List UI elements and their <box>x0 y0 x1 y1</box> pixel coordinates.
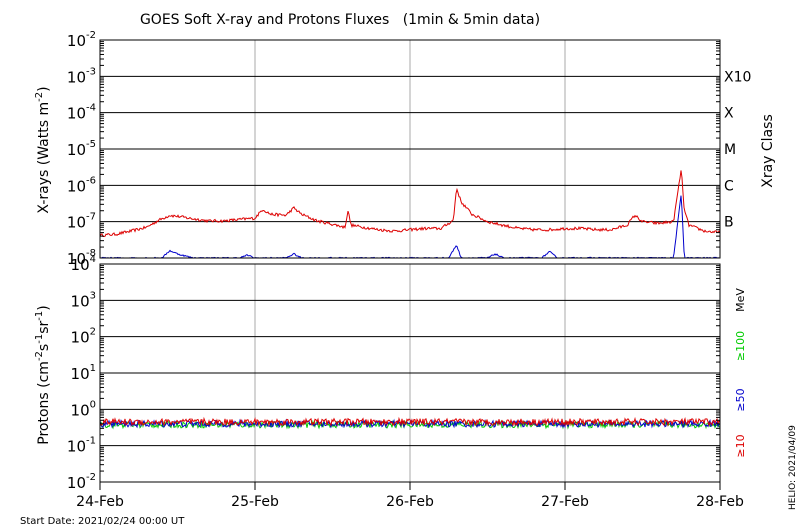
y-tick-label: 10-7 <box>67 212 96 232</box>
y-tick-label: 10-1 <box>67 436 96 456</box>
credit-label: HELIO: 2021/04/09 <box>788 425 798 510</box>
y-tick-label: 10-3 <box>67 66 96 86</box>
y-tick-label: 10-2 <box>67 30 96 50</box>
y-tick-label: 100 <box>71 399 96 419</box>
x-tick-label: 25-Feb <box>231 494 279 510</box>
y-tick-label: 10-4 <box>67 103 96 123</box>
protons-series <box>99 372 721 430</box>
x-tick-label: 26-Feb <box>386 494 434 510</box>
y-tick-label: 101 <box>71 363 96 383</box>
y-tick-label: 103 <box>71 290 96 310</box>
chart-title: GOES Soft X-ray and Protons Fluxes (1min… <box>140 12 540 28</box>
y-tick-label: 10-8 <box>67 248 96 268</box>
protons-energy-label: ≥10 <box>734 434 747 457</box>
x-tick-label: 24-Feb <box>76 494 124 510</box>
protons-10mev-series <box>99 416 721 427</box>
protons-50mev-series <box>99 418 720 429</box>
x-tick-label: 27-Feb <box>541 494 589 510</box>
xray-class-label: B <box>724 215 734 231</box>
protons-energy-label: MeV <box>734 288 747 312</box>
xray-long-series <box>99 170 721 237</box>
xray-panel: 10-8 10-7 10-6 10-5 10-4 10-3 10-2 B C M X X10 Xra… <box>34 30 776 268</box>
protons-y-ticks: 10-2 10-1 100 101 102 103 104 <box>67 254 720 492</box>
xray-class-labels: B C M X X10 <box>724 69 751 230</box>
xray-class-label: C <box>724 178 734 194</box>
protons-energy-label: ≥100 <box>734 331 747 361</box>
xray-class-label: M <box>724 142 736 158</box>
y-tick-label: 104 <box>71 254 96 274</box>
xray-frame <box>99 39 721 259</box>
x-axis: 24-Feb 25-Feb 26-Feb 27-Feb 28-Feb <box>76 482 744 510</box>
xray-right-axis-label: Xray Class <box>760 114 776 188</box>
protons-y-axis-label: Protons (cm-2s-1sr-1) <box>34 305 52 444</box>
x-tick-label: 28-Feb <box>696 494 744 510</box>
start-date: Start Date: 2021/02/24 00:00 UT <box>20 516 185 527</box>
y-tick-label: 10-6 <box>67 175 96 195</box>
protons-panel: 10-2 10-1 100 101 102 103 104 MeV ≥100 ≥50 ≥10 Pr… <box>34 254 747 492</box>
xray-y-axis-label: X-rays (Watts m-2) <box>34 86 52 213</box>
y-tick-label: 102 <box>71 327 96 347</box>
xray-y-ticks: 10-8 10-7 10-6 10-5 10-4 10-3 10-2 <box>67 30 720 268</box>
protons-energy-labels: MeV ≥100 ≥50 ≥10 <box>734 288 747 458</box>
protons-energy-label: ≥50 <box>734 388 747 411</box>
xray-grid <box>100 40 720 258</box>
y-tick-label: 10-5 <box>67 139 96 159</box>
xray-class-label: X10 <box>724 69 751 85</box>
xray-class-label: X <box>724 106 734 122</box>
y-tick-label: 10-2 <box>67 472 96 492</box>
